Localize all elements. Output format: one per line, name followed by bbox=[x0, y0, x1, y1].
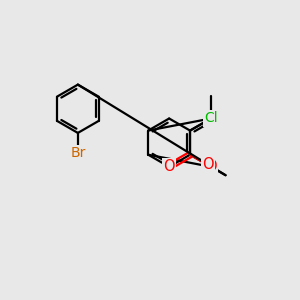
Text: O: O bbox=[205, 159, 217, 174]
Text: Cl: Cl bbox=[204, 112, 218, 125]
Text: Br: Br bbox=[70, 146, 85, 161]
Text: O: O bbox=[163, 159, 175, 174]
Text: O: O bbox=[202, 158, 214, 172]
